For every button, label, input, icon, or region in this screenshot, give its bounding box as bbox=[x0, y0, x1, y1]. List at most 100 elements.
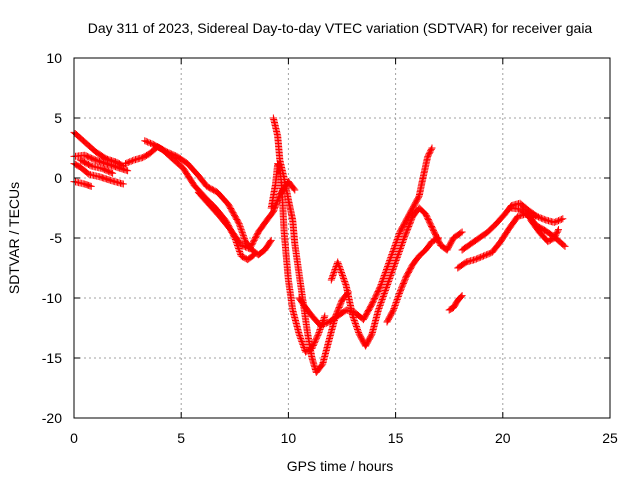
x-tick-label: 10 bbox=[281, 430, 297, 446]
x-tick-label: 0 bbox=[70, 430, 78, 446]
data-point bbox=[386, 255, 394, 263]
data-point bbox=[389, 248, 397, 255]
data-point bbox=[237, 241, 245, 249]
data-point bbox=[557, 215, 565, 223]
data-point bbox=[250, 251, 258, 259]
data-point bbox=[388, 269, 396, 276]
data-point bbox=[249, 252, 257, 260]
data-point bbox=[458, 292, 466, 300]
data-point bbox=[383, 264, 391, 272]
data-point bbox=[480, 252, 487, 260]
data-point bbox=[383, 282, 391, 290]
data-point bbox=[234, 218, 242, 226]
data-point bbox=[403, 227, 411, 235]
data-point bbox=[392, 257, 400, 264]
data-point bbox=[555, 217, 562, 225]
data-point bbox=[537, 214, 545, 222]
data-point bbox=[559, 215, 567, 223]
data-point bbox=[539, 215, 547, 223]
data-point bbox=[395, 249, 403, 257]
data-point bbox=[109, 169, 117, 177]
data-point bbox=[328, 275, 336, 282]
data-point bbox=[400, 236, 408, 243]
x-tick-label: 25 bbox=[602, 430, 618, 446]
data-point bbox=[290, 185, 298, 193]
data-point bbox=[427, 145, 435, 153]
data-point bbox=[374, 306, 382, 314]
data-point bbox=[297, 335, 305, 342]
data-point bbox=[314, 330, 322, 338]
data-point bbox=[87, 182, 95, 190]
satellite-track bbox=[445, 292, 466, 314]
data-point bbox=[129, 157, 137, 165]
data-points bbox=[70, 114, 569, 376]
data-point bbox=[435, 234, 442, 242]
data-point bbox=[236, 248, 244, 255]
data-point bbox=[340, 276, 348, 284]
data-point bbox=[350, 317, 358, 324]
data-point bbox=[392, 299, 400, 306]
data-point bbox=[481, 251, 489, 259]
data-point bbox=[457, 229, 465, 237]
y-tick-label: 10 bbox=[46, 50, 62, 66]
data-point bbox=[401, 231, 409, 239]
data-point bbox=[352, 321, 360, 329]
data-point bbox=[391, 303, 398, 311]
data-point bbox=[124, 158, 132, 166]
data-point bbox=[433, 235, 441, 243]
data-point bbox=[553, 217, 561, 225]
data-point bbox=[380, 290, 388, 297]
data-point bbox=[337, 267, 345, 275]
data-point bbox=[339, 272, 346, 279]
data-point bbox=[319, 320, 327, 328]
data-point bbox=[394, 252, 402, 260]
satellite-track bbox=[295, 144, 436, 330]
y-tick-label: -20 bbox=[42, 410, 62, 426]
y-tick-label: -5 bbox=[50, 230, 63, 246]
data-point bbox=[457, 293, 465, 301]
data-point bbox=[406, 220, 414, 228]
data-point bbox=[395, 291, 403, 299]
data-point bbox=[398, 240, 406, 248]
data-point bbox=[377, 281, 385, 288]
data-point bbox=[291, 186, 299, 194]
data-point bbox=[391, 261, 398, 269]
data-point bbox=[354, 326, 361, 333]
data-point bbox=[471, 256, 479, 264]
y-axis-label: SDTVAR / TECUs bbox=[6, 182, 22, 294]
data-point bbox=[386, 273, 394, 281]
data-point bbox=[394, 294, 402, 302]
data-point bbox=[485, 250, 493, 258]
data-point bbox=[334, 260, 342, 267]
data-point bbox=[381, 287, 389, 294]
data-point bbox=[236, 221, 244, 229]
tick-labels: 0 5 10 15 20 25 -20 -15 -10 -5 0 5 10 bbox=[42, 50, 618, 446]
data-point bbox=[107, 169, 115, 177]
data-point bbox=[388, 251, 396, 258]
data-point bbox=[349, 312, 357, 320]
data-point bbox=[145, 139, 153, 147]
satellite-track bbox=[507, 204, 569, 250]
data-point bbox=[381, 269, 389, 276]
y-tick-label: -10 bbox=[42, 290, 62, 306]
data-point bbox=[400, 278, 408, 286]
data-point bbox=[484, 250, 492, 258]
data-point bbox=[240, 235, 248, 243]
data-point bbox=[391, 243, 398, 251]
satellite-track bbox=[527, 216, 562, 246]
satellite-track bbox=[70, 151, 132, 175]
data-point bbox=[321, 320, 329, 328]
data-point bbox=[267, 236, 275, 244]
tick-marks bbox=[73, 57, 611, 419]
data-point bbox=[458, 228, 466, 236]
data-point bbox=[385, 260, 393, 267]
data-point bbox=[126, 158, 134, 166]
data-point bbox=[144, 138, 152, 146]
data-point bbox=[239, 230, 247, 238]
data-point bbox=[401, 233, 409, 241]
data-point bbox=[533, 212, 541, 220]
data-point bbox=[341, 279, 349, 287]
data-point bbox=[86, 161, 94, 169]
data-point bbox=[376, 283, 384, 291]
